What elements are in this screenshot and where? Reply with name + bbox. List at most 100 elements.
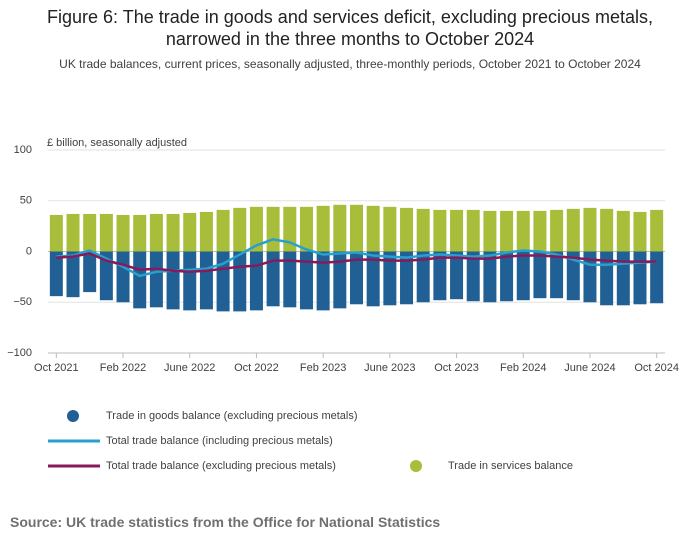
bar	[566, 208, 580, 252]
bar	[433, 251, 447, 301]
bar	[450, 251, 464, 300]
bar	[366, 251, 380, 307]
bar	[266, 251, 280, 307]
x-tick-label: June 2022	[164, 362, 215, 374]
bar	[350, 204, 363, 252]
bar	[66, 251, 80, 298]
legend-label: Trade in goods balance (excluding precio…	[106, 410, 358, 422]
y-tick-label: 100	[14, 144, 32, 156]
bar	[416, 251, 430, 303]
bar	[299, 251, 313, 310]
bar	[283, 251, 297, 308]
bar	[650, 251, 664, 304]
bar	[516, 251, 530, 301]
bar	[166, 251, 180, 310]
x-tick-label: Feb 2024	[500, 362, 546, 374]
bar	[149, 213, 163, 252]
bar	[199, 251, 213, 310]
bar	[233, 251, 247, 312]
bar	[99, 213, 113, 252]
bar	[283, 206, 297, 252]
x-tick-label: Oct 2021	[34, 362, 79, 374]
bar	[516, 210, 530, 252]
bar	[433, 209, 447, 252]
bar	[316, 205, 330, 252]
bar	[633, 211, 647, 252]
bar	[466, 209, 480, 252]
bar	[383, 206, 397, 252]
line	[56, 252, 657, 274]
x-tick-label: June 2023	[364, 362, 415, 374]
bar	[400, 251, 414, 305]
x-tick-label: Oct 2024	[634, 362, 679, 374]
bar	[66, 213, 80, 252]
bar	[616, 210, 630, 252]
bar	[416, 208, 430, 252]
bar	[183, 251, 197, 311]
bar	[466, 251, 480, 302]
bar	[266, 206, 280, 252]
source: Source: UK trade statistics from the Off…	[10, 514, 441, 530]
legend-swatch	[410, 460, 422, 472]
bar	[533, 251, 547, 299]
legend-label: Trade in services balance	[448, 460, 573, 472]
bar	[333, 204, 347, 252]
bar	[633, 251, 647, 305]
bar	[133, 251, 147, 309]
bar	[216, 209, 230, 252]
y-tick-label: 50	[20, 195, 32, 207]
bar	[116, 214, 130, 252]
bar	[550, 251, 564, 299]
bar	[450, 209, 464, 252]
bar	[383, 251, 397, 306]
bar	[199, 211, 213, 252]
x-tick-label: June 2024	[564, 362, 615, 374]
chart-subtitle: UK trade balances, current prices, seaso…	[59, 57, 641, 71]
legend-label: Total trade balance (including precious …	[106, 435, 333, 447]
bar	[49, 251, 63, 297]
bar	[83, 251, 97, 293]
y-tick-label: 0	[26, 245, 32, 257]
bar	[183, 212, 197, 252]
y-tick-label: −50	[13, 296, 32, 308]
bar	[149, 251, 163, 308]
x-tick-label: Oct 2022	[234, 362, 279, 374]
bar	[650, 209, 664, 252]
bar	[233, 207, 247, 252]
bar	[166, 213, 180, 252]
bar	[333, 251, 347, 309]
bar	[116, 251, 130, 303]
x-tick-label: Feb 2023	[300, 362, 346, 374]
bar	[550, 209, 564, 252]
bar	[483, 210, 497, 252]
y-axis-label: £ billion, seasonally adjusted	[47, 137, 187, 149]
bar	[600, 208, 614, 252]
line	[56, 238, 657, 278]
bar	[216, 251, 230, 312]
legend-label: Total trade balance (excluding precious …	[106, 460, 336, 472]
bar	[133, 214, 147, 252]
bar	[83, 213, 97, 252]
chart-title: Figure 6: The trade in goods and service…	[47, 7, 653, 49]
bar	[316, 251, 330, 311]
bar	[249, 206, 263, 252]
legend-swatch	[67, 410, 79, 422]
bar	[616, 251, 630, 306]
bar	[566, 251, 580, 301]
bar	[49, 214, 63, 252]
bar	[500, 210, 514, 252]
bar	[533, 210, 547, 252]
bar	[583, 207, 597, 252]
x-tick-label: Oct 2023	[434, 362, 479, 374]
x-tick-label: Feb 2022	[100, 362, 146, 374]
bar	[500, 251, 514, 302]
bar	[400, 207, 414, 252]
bar	[350, 251, 363, 305]
bar	[483, 251, 497, 303]
bar	[99, 251, 113, 301]
y-tick-label: −100	[7, 347, 32, 359]
bar	[249, 251, 263, 311]
bar	[366, 205, 380, 252]
